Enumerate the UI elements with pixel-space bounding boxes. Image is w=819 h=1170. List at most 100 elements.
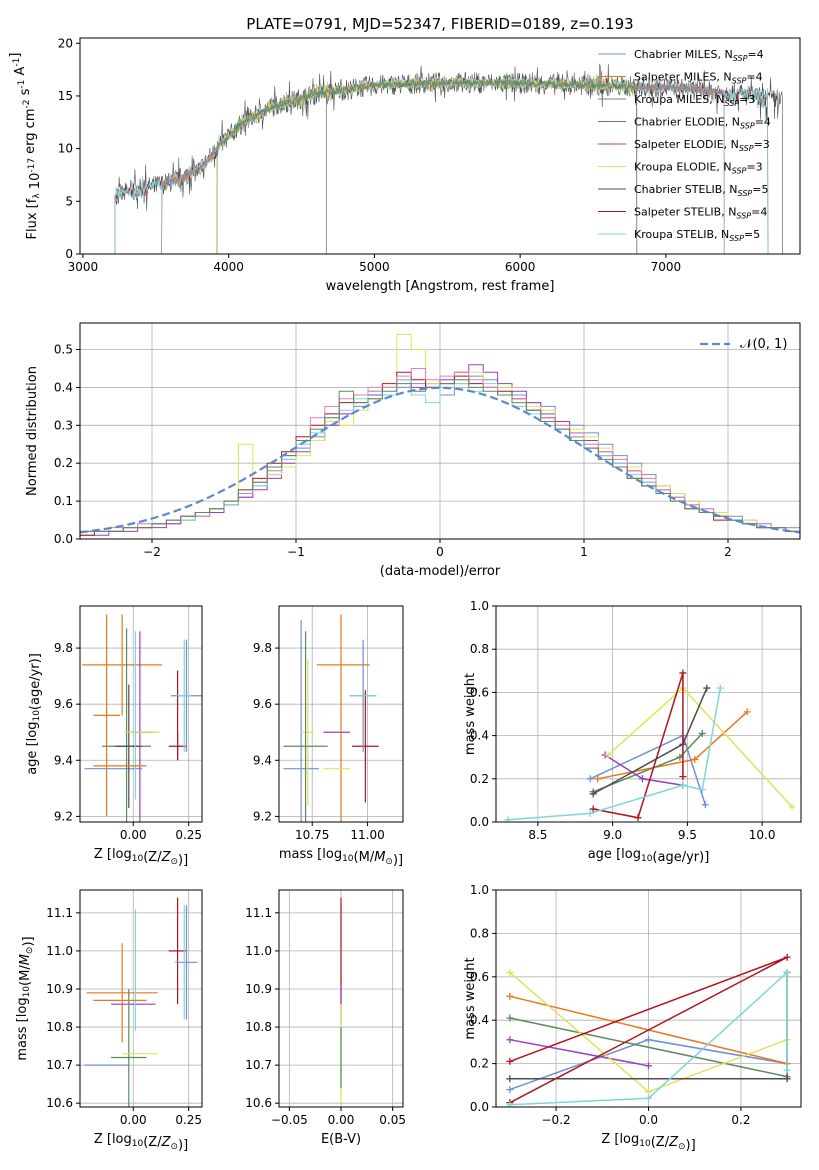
x-tick-label: 0.00 bbox=[120, 828, 147, 842]
x-tick-label: −2 bbox=[143, 545, 161, 559]
legend-entry: 𝒩(0, 1) bbox=[740, 337, 787, 352]
y-tick-label: 0.8 bbox=[470, 926, 489, 940]
y-tick-label: 11.0 bbox=[245, 944, 272, 958]
y-tick-label: 10.6 bbox=[46, 1096, 73, 1110]
x-tick-label: 2 bbox=[724, 545, 732, 559]
data-point bbox=[783, 953, 791, 961]
axes-frame bbox=[278, 605, 404, 823]
y-tick-label: 0.2 bbox=[470, 772, 489, 786]
y-tick-label: 10.7 bbox=[46, 1058, 73, 1072]
legend-entry: Kroupa MILES, NSSP=3 bbox=[634, 93, 755, 108]
legend-entry: Chabrier STELIB, NSSP=5 bbox=[634, 183, 768, 198]
x-tick-label: 7000 bbox=[651, 260, 682, 274]
x-tick-label: −0.05 bbox=[271, 1113, 308, 1127]
y-tick-label: 9.2 bbox=[54, 809, 73, 823]
y-tick-label: 0.6 bbox=[470, 970, 489, 984]
x-axis-label: Z [log10(Z/Z⊙)] bbox=[94, 1132, 188, 1153]
series-salpeter-miles bbox=[597, 711, 748, 780]
x-tick-label: 4000 bbox=[213, 260, 244, 274]
x-tick-label: 5000 bbox=[359, 260, 390, 274]
series-salpeter-stelib bbox=[593, 672, 684, 819]
y-tick-label: 0.0 bbox=[470, 1100, 489, 1114]
x-tick-label: 11.00 bbox=[350, 828, 384, 842]
y-tick-label: 9.4 bbox=[253, 753, 272, 767]
panel-4: 8.5 9.0 9.5 10.0 0.0 0.2 0.4 0.6 0.8 1.0 age [log1… bbox=[463, 599, 802, 865]
axes-frame bbox=[79, 37, 801, 255]
data-point bbox=[634, 814, 642, 822]
y-tick-label: 11.1 bbox=[245, 906, 272, 920]
series-kroupa-stelib bbox=[509, 970, 788, 1106]
y-tick-label: 0.2 bbox=[54, 456, 73, 470]
y-tick-label: 1.0 bbox=[470, 599, 489, 613]
data-point bbox=[703, 684, 711, 692]
y-axis-label: mass [log10(M/M⊙)] bbox=[15, 936, 36, 1060]
x-axis-label: mass [log10(M/M⊙)] bbox=[279, 847, 403, 868]
y-tick-label: 9.2 bbox=[253, 809, 272, 823]
legend-entry: Chabrier ELODIE, NSSP=4 bbox=[634, 116, 771, 131]
y-tick-label: 10.9 bbox=[245, 982, 272, 996]
plot-area bbox=[283, 614, 379, 822]
data-point bbox=[586, 809, 594, 817]
y-tick-label: 0.4 bbox=[54, 380, 73, 394]
data-point bbox=[506, 1014, 514, 1022]
x-axis-label: Z [log10(Z/Z⊙)] bbox=[94, 847, 188, 868]
data-point bbox=[716, 684, 724, 692]
y-tick-label: 5 bbox=[65, 194, 73, 208]
x-tick-label: 1 bbox=[580, 545, 588, 559]
data-point bbox=[504, 816, 512, 822]
data-point bbox=[698, 729, 706, 737]
panel-0: 3000 4000 5000 6000 7000 0 5 10 15 20 wavelength [… bbox=[8, 36, 801, 294]
y-tick-label: 9.6 bbox=[54, 697, 73, 711]
data-point bbox=[586, 775, 594, 783]
y-tick-label: 10 bbox=[58, 142, 73, 156]
x-tick-label: −1 bbox=[287, 545, 305, 559]
x-tick-label: 0.2 bbox=[731, 1113, 750, 1127]
panel-3: 10.75 11.00 9.2 9.4 9.6 9.8 mass [log10(M/M⊙)] bbox=[253, 605, 404, 868]
panel-7: −0.2 0.0 0.2 0.0 0.2 0.4 0.6 0.8 1.0 Z [log10(Z/Z… bbox=[463, 883, 802, 1153]
x-tick-label: 0.0 bbox=[639, 1113, 658, 1127]
y-tick-label: 10.9 bbox=[46, 982, 73, 996]
y-tick-label: 15 bbox=[58, 89, 73, 103]
data-point bbox=[506, 1086, 514, 1094]
data-point bbox=[506, 1101, 514, 1107]
data-point bbox=[506, 1057, 514, 1065]
legend-entry: Salpeter STELIB, NSSP=4 bbox=[634, 206, 767, 221]
y-tick-label: 0.0 bbox=[54, 532, 73, 546]
data-point bbox=[691, 755, 699, 763]
x-tick-label: 0.25 bbox=[175, 1113, 202, 1127]
y-tick-label: 11.0 bbox=[46, 944, 73, 958]
data-point bbox=[788, 803, 796, 811]
plot-area bbox=[114, 63, 783, 254]
y-tick-label: 0 bbox=[65, 247, 73, 261]
data-point bbox=[783, 968, 791, 976]
x-axis-label: E(B-V) bbox=[321, 1132, 361, 1147]
y-axis-label: age [log10(age/yr)] bbox=[25, 653, 43, 775]
y-axis-label: mass weight bbox=[463, 673, 478, 755]
y-tick-label: 0.0 bbox=[470, 815, 489, 829]
data-point bbox=[679, 669, 687, 677]
x-tick-label: 8.5 bbox=[528, 828, 547, 842]
data-point bbox=[506, 968, 514, 976]
x-axis-label: Z [log10(Z/Z⊙)] bbox=[601, 1132, 695, 1153]
legend-entry: Kroupa STELIB, NSSP=5 bbox=[634, 228, 760, 243]
y-tick-label: 10.8 bbox=[245, 1020, 272, 1034]
y-tick-label: 0.4 bbox=[470, 1013, 489, 1027]
normal-curve bbox=[80, 386, 800, 534]
data-point bbox=[506, 1036, 514, 1044]
plot-area bbox=[504, 669, 796, 822]
y-tick-label: 0.4 bbox=[470, 729, 489, 743]
series-salpeter-elodie bbox=[509, 1038, 649, 1067]
x-tick-label: 3000 bbox=[68, 260, 99, 274]
plot-area bbox=[506, 953, 791, 1107]
y-tick-label: 0.8 bbox=[470, 642, 489, 656]
panel-1: −2 −1 0 1 2 0.0 0.1 0.2 0.3 0.4 0.5 (data-model)/er… bbox=[25, 322, 801, 579]
legend-entry: Chabrier MILES, NSSP=4 bbox=[634, 48, 764, 63]
axes-frame bbox=[79, 889, 203, 1108]
y-axis-label: Normed distribution bbox=[25, 366, 40, 496]
plot-area bbox=[80, 333, 800, 539]
x-tick-label: −0.2 bbox=[542, 1113, 571, 1127]
panel-2: 0.00 0.25 9.2 9.4 9.6 9.8 Z [log10(Z/Z⊙)] age [… bbox=[25, 605, 203, 868]
x-tick-label: 6000 bbox=[505, 260, 536, 274]
data-point bbox=[679, 773, 687, 781]
